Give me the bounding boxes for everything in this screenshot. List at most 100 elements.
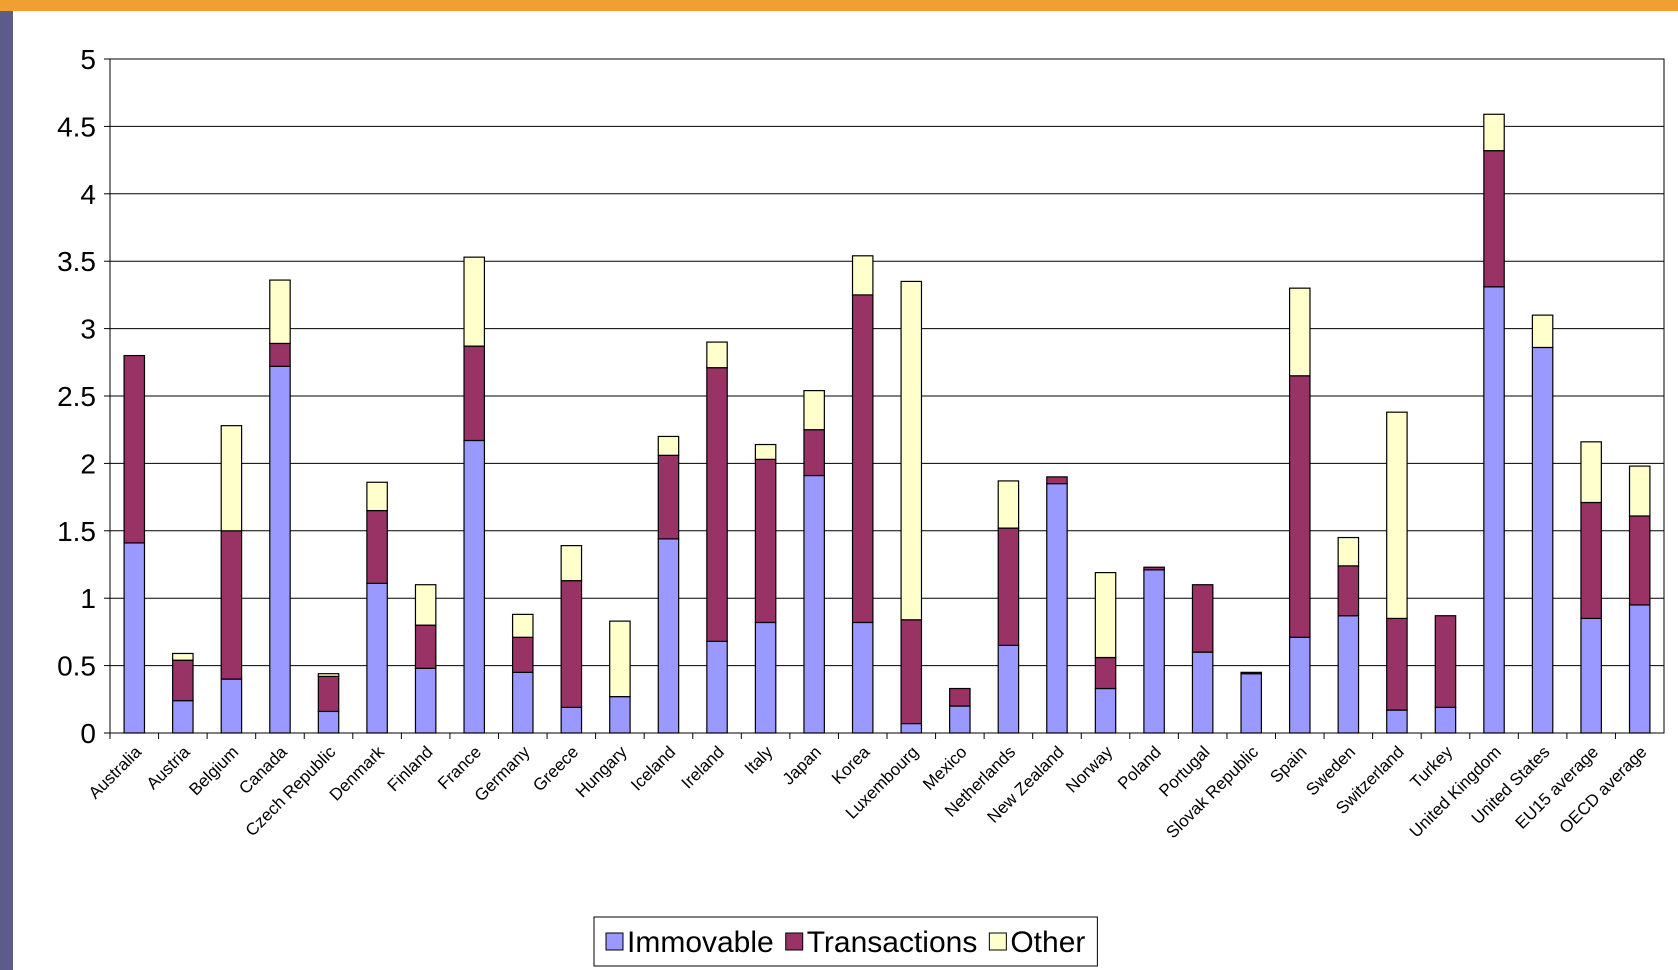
bar-segment xyxy=(657,435,680,456)
bar-segment xyxy=(1046,476,1068,485)
y-tick-label: 4 xyxy=(80,179,96,210)
bar-segment xyxy=(706,640,728,734)
bar-segment xyxy=(609,696,631,734)
bar-segment xyxy=(269,365,291,734)
bar-segment xyxy=(754,621,777,734)
bar-segment xyxy=(1483,150,1505,288)
bar-segment xyxy=(511,613,534,638)
bar-segment xyxy=(414,667,437,734)
x-tick-label: Finland xyxy=(384,742,437,795)
x-tick-label: Denmark xyxy=(326,742,389,805)
bar-segment xyxy=(1143,566,1165,571)
bar-segment xyxy=(900,722,923,734)
y-tick-label: 0.5 xyxy=(57,651,96,682)
y-tick-label: 3.5 xyxy=(57,246,96,277)
legend-box xyxy=(593,916,1098,967)
bar-segment xyxy=(123,354,146,544)
bar-segment xyxy=(1337,536,1360,567)
bar-segment xyxy=(1628,465,1651,517)
bar-segment xyxy=(754,443,777,460)
bar-segment xyxy=(317,673,340,677)
bar-segment xyxy=(560,706,583,734)
bar-segment xyxy=(803,390,825,431)
bar-segment xyxy=(997,644,1020,734)
bar-segment xyxy=(900,619,923,725)
bar-segment xyxy=(754,458,777,624)
bar-segment xyxy=(463,256,486,347)
bar-segment xyxy=(1094,687,1117,734)
bar-segment xyxy=(172,700,194,734)
bar-segment xyxy=(949,687,971,707)
bar-segment xyxy=(317,710,340,734)
legend-label: Immovable xyxy=(627,926,774,959)
y-tick-label: 2 xyxy=(80,448,96,479)
bar-segment xyxy=(1386,411,1408,620)
y-tick-label: 5 xyxy=(80,44,96,75)
y-tick-label: 0 xyxy=(80,718,96,749)
bar-segment xyxy=(1240,673,1263,734)
top-border xyxy=(0,0,1678,11)
bar-segment xyxy=(851,255,874,296)
y-tick-label: 4.5 xyxy=(57,111,96,142)
bar-segment xyxy=(1094,571,1117,659)
bar-segment xyxy=(560,580,583,708)
bar-segment xyxy=(463,345,486,442)
bar-segment xyxy=(1386,709,1408,734)
bar-segment xyxy=(1434,706,1457,734)
y-tick-label: 1.5 xyxy=(57,516,96,547)
bar-segment xyxy=(366,509,388,584)
bar-segment xyxy=(657,454,680,540)
x-tick-label: Korea xyxy=(828,742,874,788)
bar-segment xyxy=(1531,346,1554,734)
legend-label: Other xyxy=(1010,926,1085,959)
bar-segment xyxy=(220,678,243,734)
bar-segment xyxy=(414,624,437,669)
bar-segment xyxy=(1434,615,1457,708)
x-tick-label: Iceland xyxy=(627,742,679,794)
bar-segment xyxy=(123,542,146,734)
bar-segment xyxy=(706,367,728,642)
x-tick-label: Belgium xyxy=(185,742,242,799)
legend-swatch xyxy=(988,932,1007,951)
x-tick-label: Ireland xyxy=(678,742,728,792)
y-tick-label: 1 xyxy=(80,583,96,614)
bar-segment xyxy=(851,294,874,624)
bar-segment xyxy=(463,439,486,734)
x-tick-label: Norway xyxy=(1062,742,1117,797)
bar-segment xyxy=(220,530,243,680)
bar-segment xyxy=(1580,501,1602,620)
x-tick-label: Spain xyxy=(1266,742,1310,786)
bar-segment xyxy=(172,652,194,661)
legend-swatch xyxy=(785,932,804,951)
bar-segment xyxy=(1094,656,1117,690)
bar-segment xyxy=(366,582,388,734)
bar-segment xyxy=(1580,441,1602,504)
bar-segment xyxy=(1628,515,1651,606)
bar-segment xyxy=(1483,286,1505,734)
bar-segment xyxy=(851,621,874,734)
x-tick-label: Slovak Republic xyxy=(1162,742,1262,842)
bar-segment xyxy=(1337,615,1360,734)
bar-segment xyxy=(949,705,971,734)
x-tick-label: Hungary xyxy=(572,742,631,801)
y-tick-label: 3 xyxy=(80,314,96,345)
bar-segment xyxy=(1288,287,1311,377)
legend-swatch xyxy=(605,932,624,951)
x-tick-label: Australia xyxy=(85,742,146,803)
y-tick-label: 2.5 xyxy=(57,381,96,412)
bar-segment xyxy=(560,545,583,582)
bar-segment xyxy=(511,636,534,673)
bar-segment xyxy=(706,341,728,369)
x-tick-label: Italy xyxy=(741,742,777,778)
x-tick-label: OECD average xyxy=(1556,742,1651,837)
bar-segment xyxy=(1483,113,1505,152)
bar-segment xyxy=(269,342,291,367)
bar-segment xyxy=(366,481,388,512)
chart: 00.511.522.533.544.55AustraliaAustriaBel… xyxy=(57,44,1665,967)
bar-segment xyxy=(1191,584,1214,653)
bar-segment xyxy=(317,675,340,713)
bar-segment xyxy=(1143,569,1165,734)
bar-segment xyxy=(414,584,437,626)
bar-segment xyxy=(1580,617,1602,734)
